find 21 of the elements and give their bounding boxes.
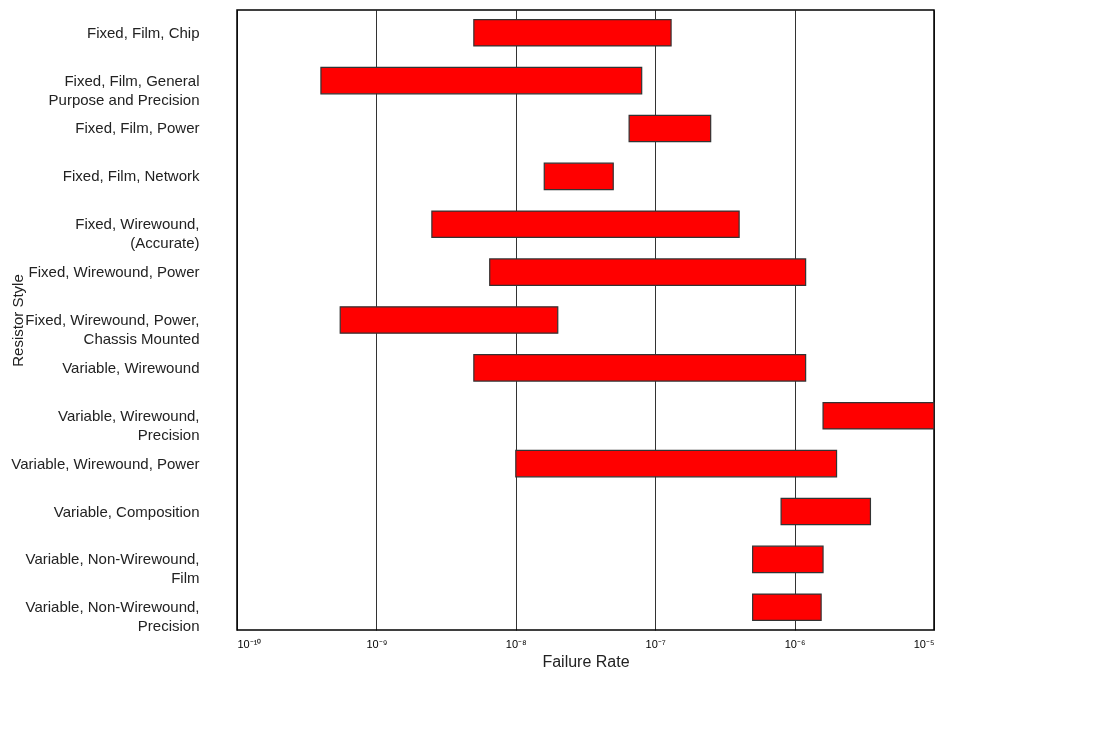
y-tick-label: Variable, Non-Wirewound, Precision [25,598,200,635]
y-tick-label: Fixed, Film, Power [75,119,200,137]
x-tick-label: 10⁻⁶ [784,637,806,650]
y-tick-label: Variable, Composition [53,502,200,520]
y-tick-label: Fixed, Film, Network [62,167,200,185]
y-tick-label: Fixed, Film, Chip [86,23,200,41]
x-axis-title: Failure Rate [542,652,630,670]
y-tick-label: Variable, Wirewound, Power [11,454,200,472]
y-tick-label: Variable, Non-Wirewound, Film [25,550,200,587]
x-tick-label: 10⁻⁹ [366,637,388,650]
x-tick-label: 10⁻¹⁰ [237,637,262,650]
y-tick-label: Variable, Wirewound, Precision [58,406,200,443]
y-axis-title: Resistor Style [8,274,26,367]
y-tick-label: Variable, Wirewound [62,358,200,376]
x-tick-label: 10⁻⁷ [645,637,666,650]
y-tick-label: Fixed, Wirewound, Power, Chassis Mounted [25,311,200,347]
x-tick-label: 10⁻⁸ [505,637,527,650]
y-tick-label: Fixed, Wirewound, (Accurate) [75,215,200,252]
y-tick-label: Fixed, Wirewound, Power [28,263,200,281]
x-tick-label: 10⁻⁵ [913,637,935,650]
y-tick-label: Fixed, Film, General Purpose and Precision [48,71,200,108]
